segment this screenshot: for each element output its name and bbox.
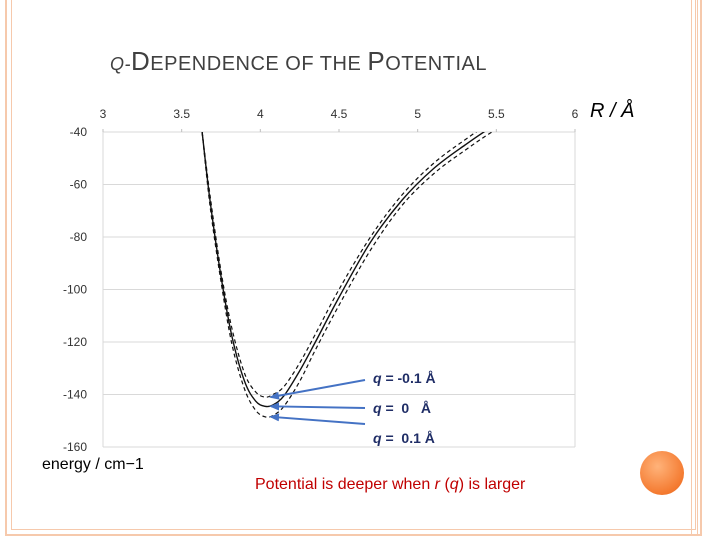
arrow-0	[269, 379, 366, 400]
y-tick-label-2: -80	[70, 230, 88, 244]
y-axis-label: energy / cm−1	[42, 456, 144, 474]
x-tick-label-0: 3	[100, 107, 107, 121]
caption-q: q	[449, 476, 459, 493]
series-label-minus-q: q	[373, 370, 382, 386]
caption-part-2: (	[440, 476, 450, 493]
annotation-arrows	[269, 379, 366, 425]
slide-frame-inner	[11, 0, 696, 530]
y-axis-label-text: energy / cm−1	[42, 456, 144, 473]
y-tick-label-1: -60	[70, 178, 88, 192]
y-tick-labels: -40 -60 -80 -100 -120 -140 -160	[63, 125, 87, 454]
series-line-0	[201, 132, 478, 398]
series-label-zero-value: = 0 Å	[381, 400, 431, 416]
title-q: Q-	[110, 54, 131, 74]
x-tick-label-6: 6	[572, 107, 579, 121]
series-label-zero-q: q	[373, 400, 382, 416]
title-ependence: EPENDENCE OF THE	[150, 53, 368, 75]
caption-part-1: Potential is deeper when	[255, 476, 435, 493]
caption-r: r	[434, 476, 440, 493]
slide-title: Q-DEPENDENCE OF THE POTENTIAL	[110, 46, 487, 86]
slide-frame-outer	[5, 0, 702, 536]
chart-grid	[102, 129, 576, 448]
series-label-plus: q = 0.1 Å	[373, 430, 435, 446]
series-label-zero: q = 0 Å	[373, 400, 431, 416]
title-p: P	[367, 46, 386, 76]
decorative-circle	[640, 451, 684, 495]
y-tick-label-6: -160	[63, 440, 87, 454]
y-tick-label-3: -100	[63, 283, 87, 297]
caption-part-3: ) is larger	[458, 476, 526, 493]
arrow-1	[269, 402, 366, 411]
frame-rail-right	[691, 0, 692, 536]
x-tick-label-3: 4.5	[331, 107, 348, 121]
y-tick-label-5: -140	[63, 388, 87, 402]
x-tick-label-4: 5	[414, 107, 421, 121]
x-tick-labels: 3 3.5 4 4.5 5 5.5 6	[100, 107, 579, 121]
series-label-minus-value: = -0.1 Å	[381, 370, 436, 386]
series-line-1	[201, 132, 486, 408]
series-label-minus: q = -0.1 Å	[373, 370, 436, 386]
arrow-2	[269, 413, 366, 425]
y-tick-label-0: -40	[70, 125, 88, 139]
title-d: D	[131, 46, 151, 76]
chart-series	[201, 132, 494, 418]
x-axis-label: R / Å	[590, 100, 635, 122]
series-line-2	[201, 132, 494, 418]
series-label-plus-value: = 0.1 Å	[381, 430, 435, 446]
x-tick-label-2: 4	[257, 107, 264, 121]
x-tick-label-5: 5.5	[488, 107, 505, 121]
series-label-plus-q: q	[373, 430, 382, 446]
x-tick-label-1: 3.5	[173, 107, 190, 121]
y-tick-label-4: -120	[63, 335, 87, 349]
frame-rail-right-outer	[697, 0, 698, 536]
slide-caption: Potential is deeper when r (q) is larger	[255, 476, 525, 494]
title-otential: OTENTIAL	[385, 53, 487, 75]
